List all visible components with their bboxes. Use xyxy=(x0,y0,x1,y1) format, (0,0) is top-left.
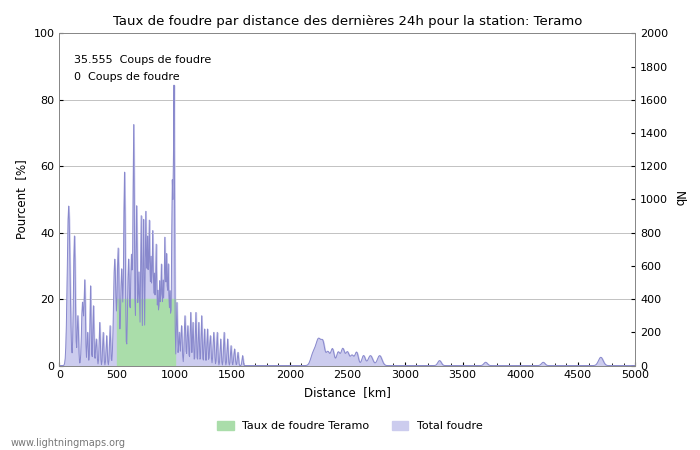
Y-axis label: Pourcent  [%]: Pourcent [%] xyxy=(15,160,28,239)
Text: 0  Coups de foudre: 0 Coups de foudre xyxy=(74,72,179,81)
Y-axis label: Nb: Nb xyxy=(672,191,685,207)
Title: Taux de foudre par distance des dernières 24h pour la station: Teramo: Taux de foudre par distance des dernière… xyxy=(113,15,582,28)
Text: www.lightningmaps.org: www.lightningmaps.org xyxy=(10,437,125,447)
Legend: Taux de foudre Teramo, Total foudre: Taux de foudre Teramo, Total foudre xyxy=(213,416,487,436)
X-axis label: Distance  [km]: Distance [km] xyxy=(304,386,391,399)
Text: 35.555  Coups de foudre: 35.555 Coups de foudre xyxy=(74,55,211,65)
